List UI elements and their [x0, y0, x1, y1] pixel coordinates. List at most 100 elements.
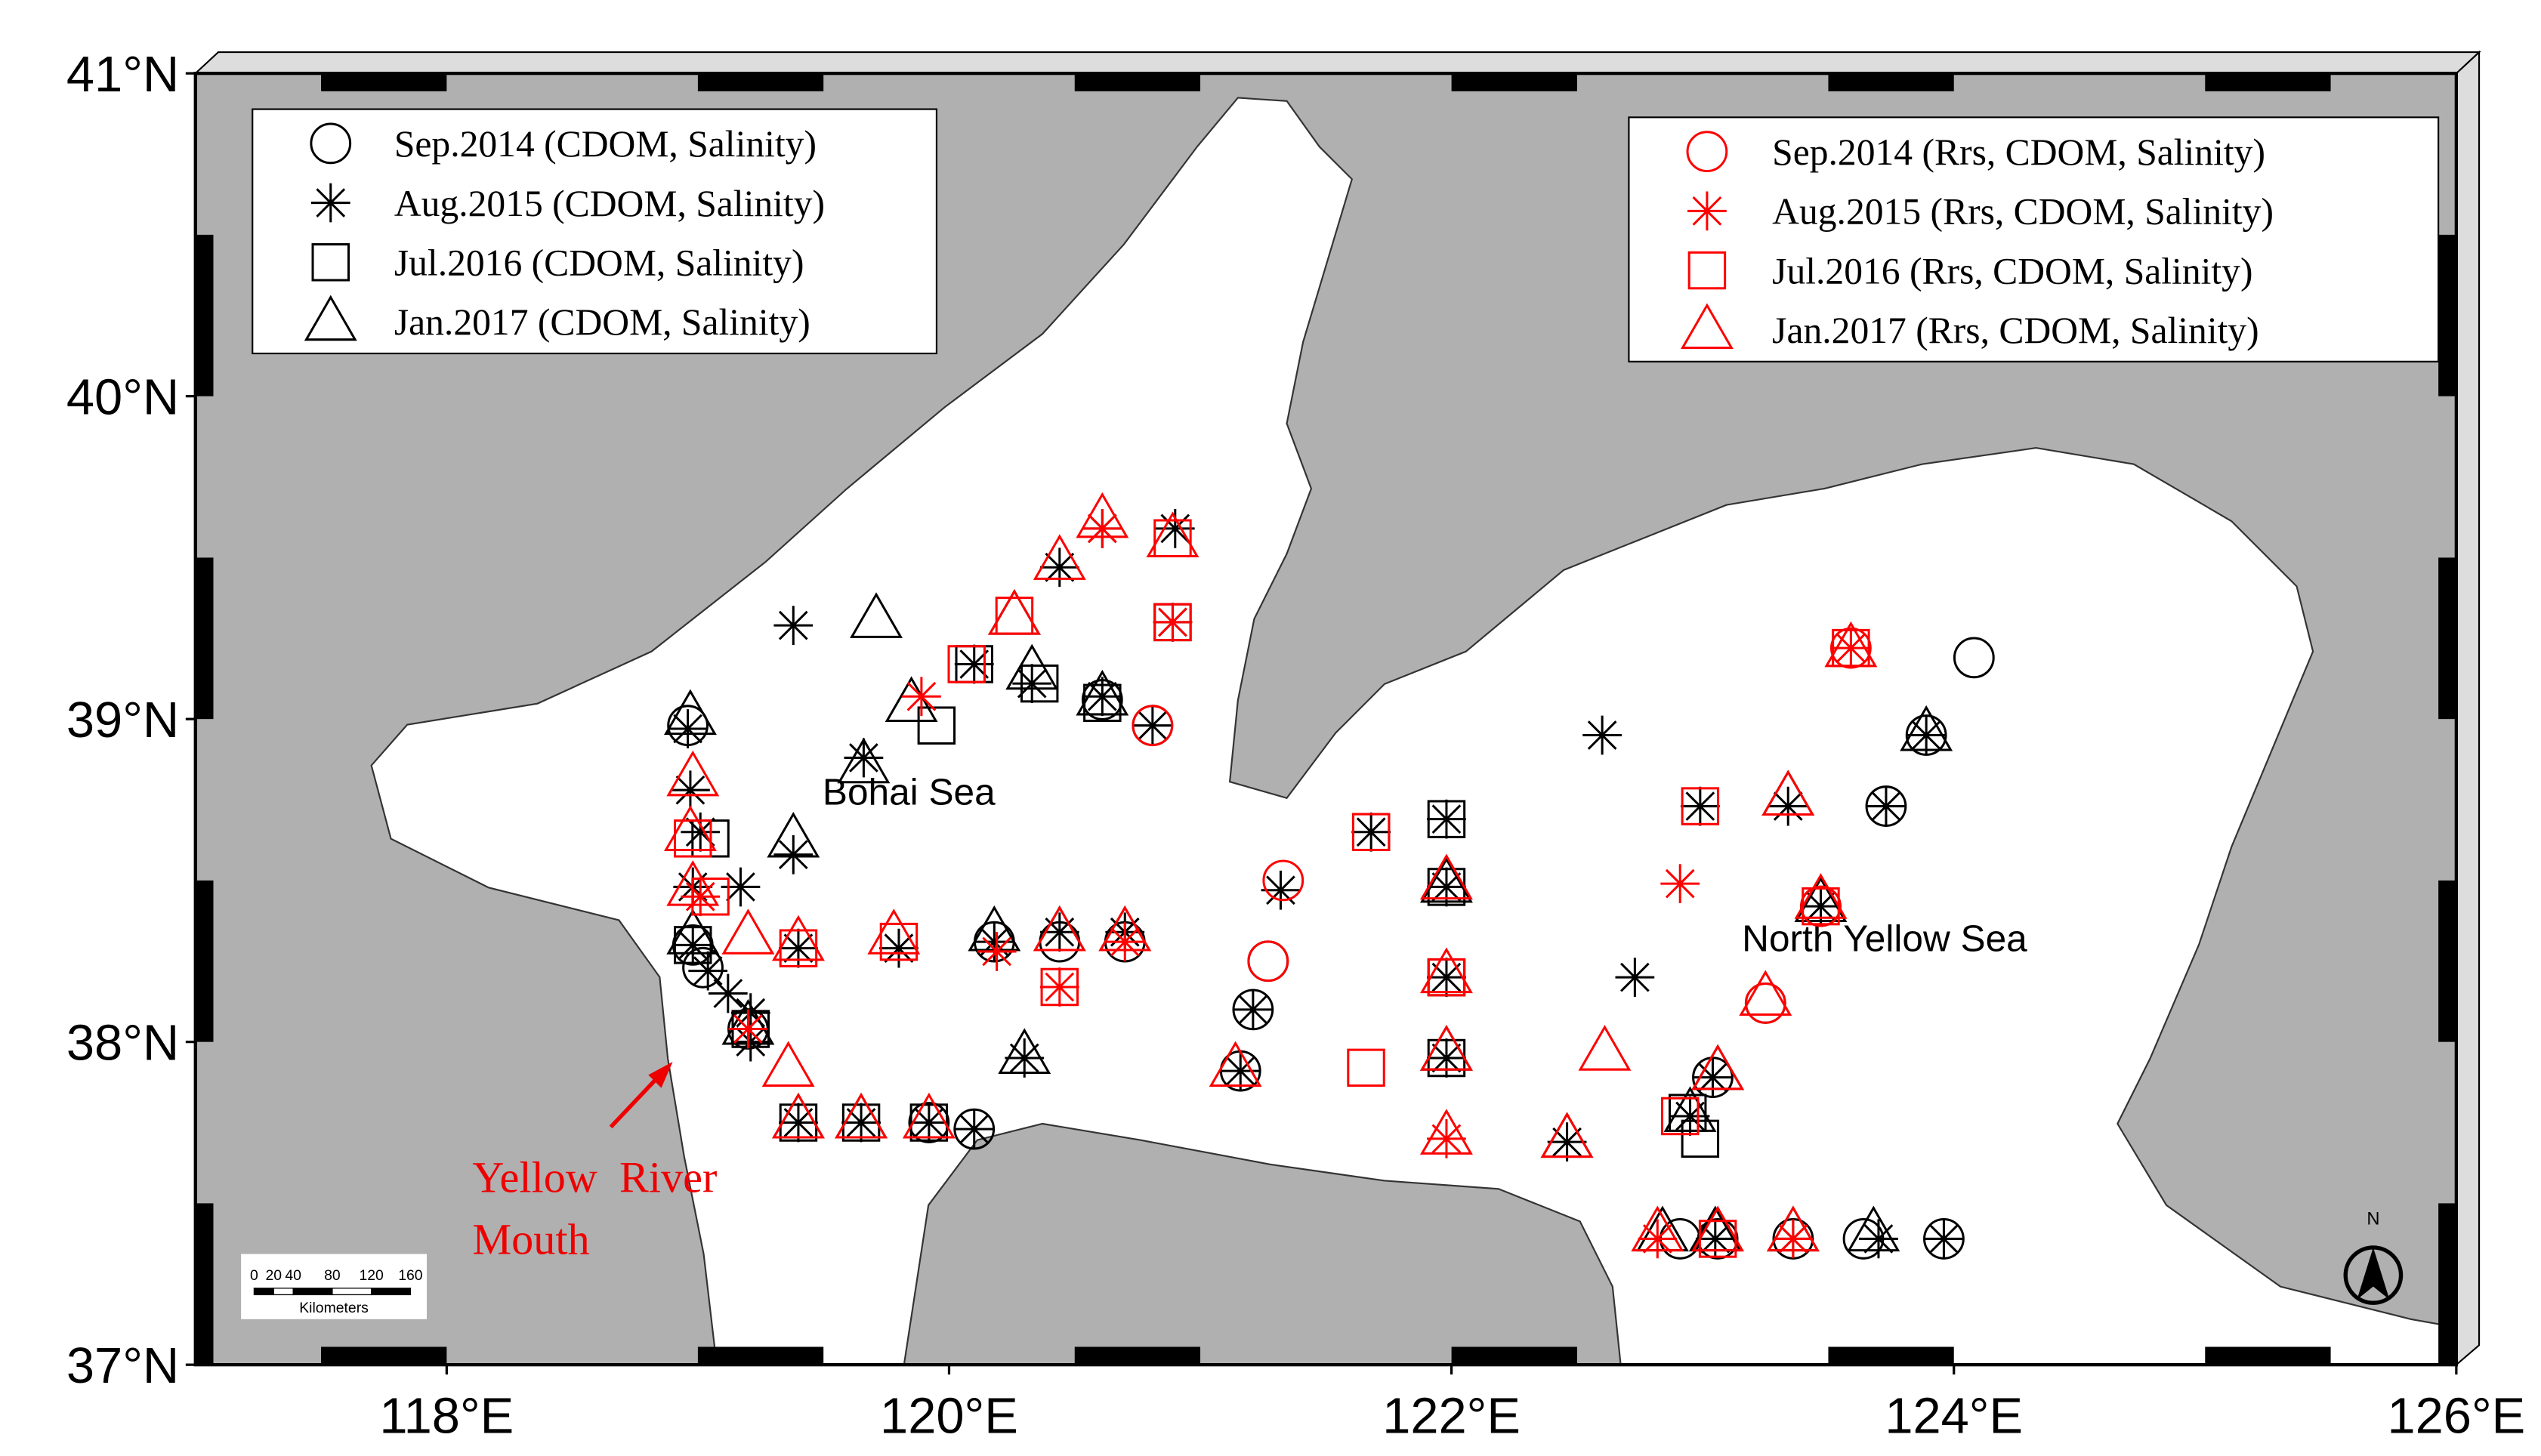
marker-triangle [987, 588, 1041, 635]
marker-star [1801, 887, 1841, 926]
legend-label: Jul.2016 (CDOM, Salinity) [394, 242, 804, 284]
marker-star [1105, 922, 1145, 961]
marker-triangle [1033, 905, 1086, 952]
legend-marker [310, 122, 352, 165]
marker-star [841, 1103, 881, 1143]
marker-triangle [663, 689, 717, 736]
marker-triangle [666, 908, 720, 955]
marker-star [1351, 812, 1391, 852]
legend-label: Sep.2014 (Rrs, CDOM, Salinity) [1772, 131, 2265, 173]
marker-star [844, 738, 884, 778]
marker-star [1547, 1122, 1587, 1162]
marker-star [1680, 786, 1720, 826]
marker-triangle [1209, 1041, 1262, 1087]
frame-border-segment [1828, 73, 1954, 91]
marker-star [1427, 799, 1466, 839]
marker-triangle [1098, 905, 1152, 952]
x-tick-label: 122°E [1382, 1388, 1521, 1445]
marker-star [954, 1109, 994, 1149]
frame-border-segment [1074, 1346, 1201, 1365]
scale-segment [273, 1288, 294, 1296]
frame-border-segment [2438, 1203, 2456, 1365]
marker-triangle [1578, 1025, 1632, 1071]
marker-triangle [998, 1028, 1051, 1074]
marker-star [779, 928, 818, 968]
legend-label: Sep.2014 (CDOM, Salinity) [394, 123, 817, 165]
marker-star [1660, 864, 1700, 904]
marker-star [1859, 1219, 1898, 1259]
legend-marker [1687, 191, 1727, 231]
marker-triangle [721, 908, 775, 955]
legend-label: Jan.2017 (CDOM, Salinity) [394, 301, 810, 343]
marker-circle [1247, 940, 1289, 982]
y-tick-label: 38°N [66, 1014, 179, 1071]
marker-circle [1800, 885, 1842, 927]
marker-square [1040, 967, 1079, 1007]
frame-border [195, 73, 2456, 1365]
annotation-arrow-head [648, 1062, 673, 1088]
marker-star [773, 606, 814, 646]
marker-square [1661, 1097, 1700, 1136]
frame-border-segment [2438, 880, 2456, 1042]
marker-star [977, 932, 1017, 971]
marker-triangle [1540, 1112, 1594, 1158]
marker-triangle [1691, 1044, 1745, 1090]
marker-star [879, 928, 919, 968]
scale-segment [371, 1288, 412, 1296]
marker-star [1693, 1057, 1733, 1097]
scale-segment [332, 1288, 372, 1296]
marker-star [1082, 677, 1122, 717]
marker-triangle [1766, 1205, 1820, 1252]
marker-triangle [1691, 1205, 1745, 1252]
marker-star [773, 834, 814, 875]
marker-star [730, 1022, 770, 1062]
marker-triangle [1419, 1109, 1473, 1155]
legend-marker [310, 183, 350, 223]
marker-triangle [867, 908, 921, 955]
marker-star [668, 709, 708, 748]
marker-star [974, 922, 1014, 961]
marker-circle [1744, 982, 1786, 1024]
legend-box [1628, 116, 2440, 362]
marker-star [1768, 786, 1808, 826]
marker-star [681, 877, 721, 917]
frame-border-segment [697, 1346, 824, 1365]
marker-triangle [1794, 876, 1848, 923]
marker-star [1261, 870, 1301, 910]
marker-square [1681, 1119, 1720, 1158]
marker-star [909, 1103, 949, 1143]
frame-border-segment [321, 1346, 447, 1365]
frame-border-segment [2205, 73, 2331, 91]
marker-square [674, 926, 712, 964]
marker-star [954, 644, 994, 684]
legend-label: Aug.2015 (CDOM, Salinity) [394, 183, 825, 224]
marker-square [1351, 813, 1391, 851]
marker-circle [1953, 637, 1995, 679]
scale-bar: 0 20 40 80 120 160 [250, 1267, 423, 1296]
scale-label: 20 [265, 1267, 282, 1284]
marker-triangle [835, 1092, 888, 1139]
frame-border-segment [195, 880, 214, 1042]
marker-star [730, 993, 770, 1033]
marker-star [728, 1009, 768, 1049]
marker-triangle [1146, 511, 1199, 557]
marker-star [1427, 1119, 1466, 1158]
frame-border-segment [321, 73, 447, 91]
y-tick-label: 40°N [66, 369, 179, 425]
marker-star [1695, 1219, 1735, 1259]
marker-square [917, 706, 956, 745]
marker-square [1427, 800, 1466, 838]
marker-star [1924, 1219, 1964, 1259]
marker-star [1831, 628, 1871, 668]
legend-box [252, 108, 938, 355]
marker-circle [1262, 859, 1304, 902]
marker-circle [682, 946, 724, 989]
legend-label: Jul.2016 (Rrs, CDOM, Salinity) [1772, 250, 2252, 292]
marker-triangle [1900, 705, 1953, 751]
marker-triangle [761, 1041, 815, 1087]
marker-triangle [1739, 970, 1792, 1016]
north-label: N [2367, 1210, 2379, 1229]
marker-square [947, 645, 986, 683]
scale-segment [292, 1288, 333, 1296]
